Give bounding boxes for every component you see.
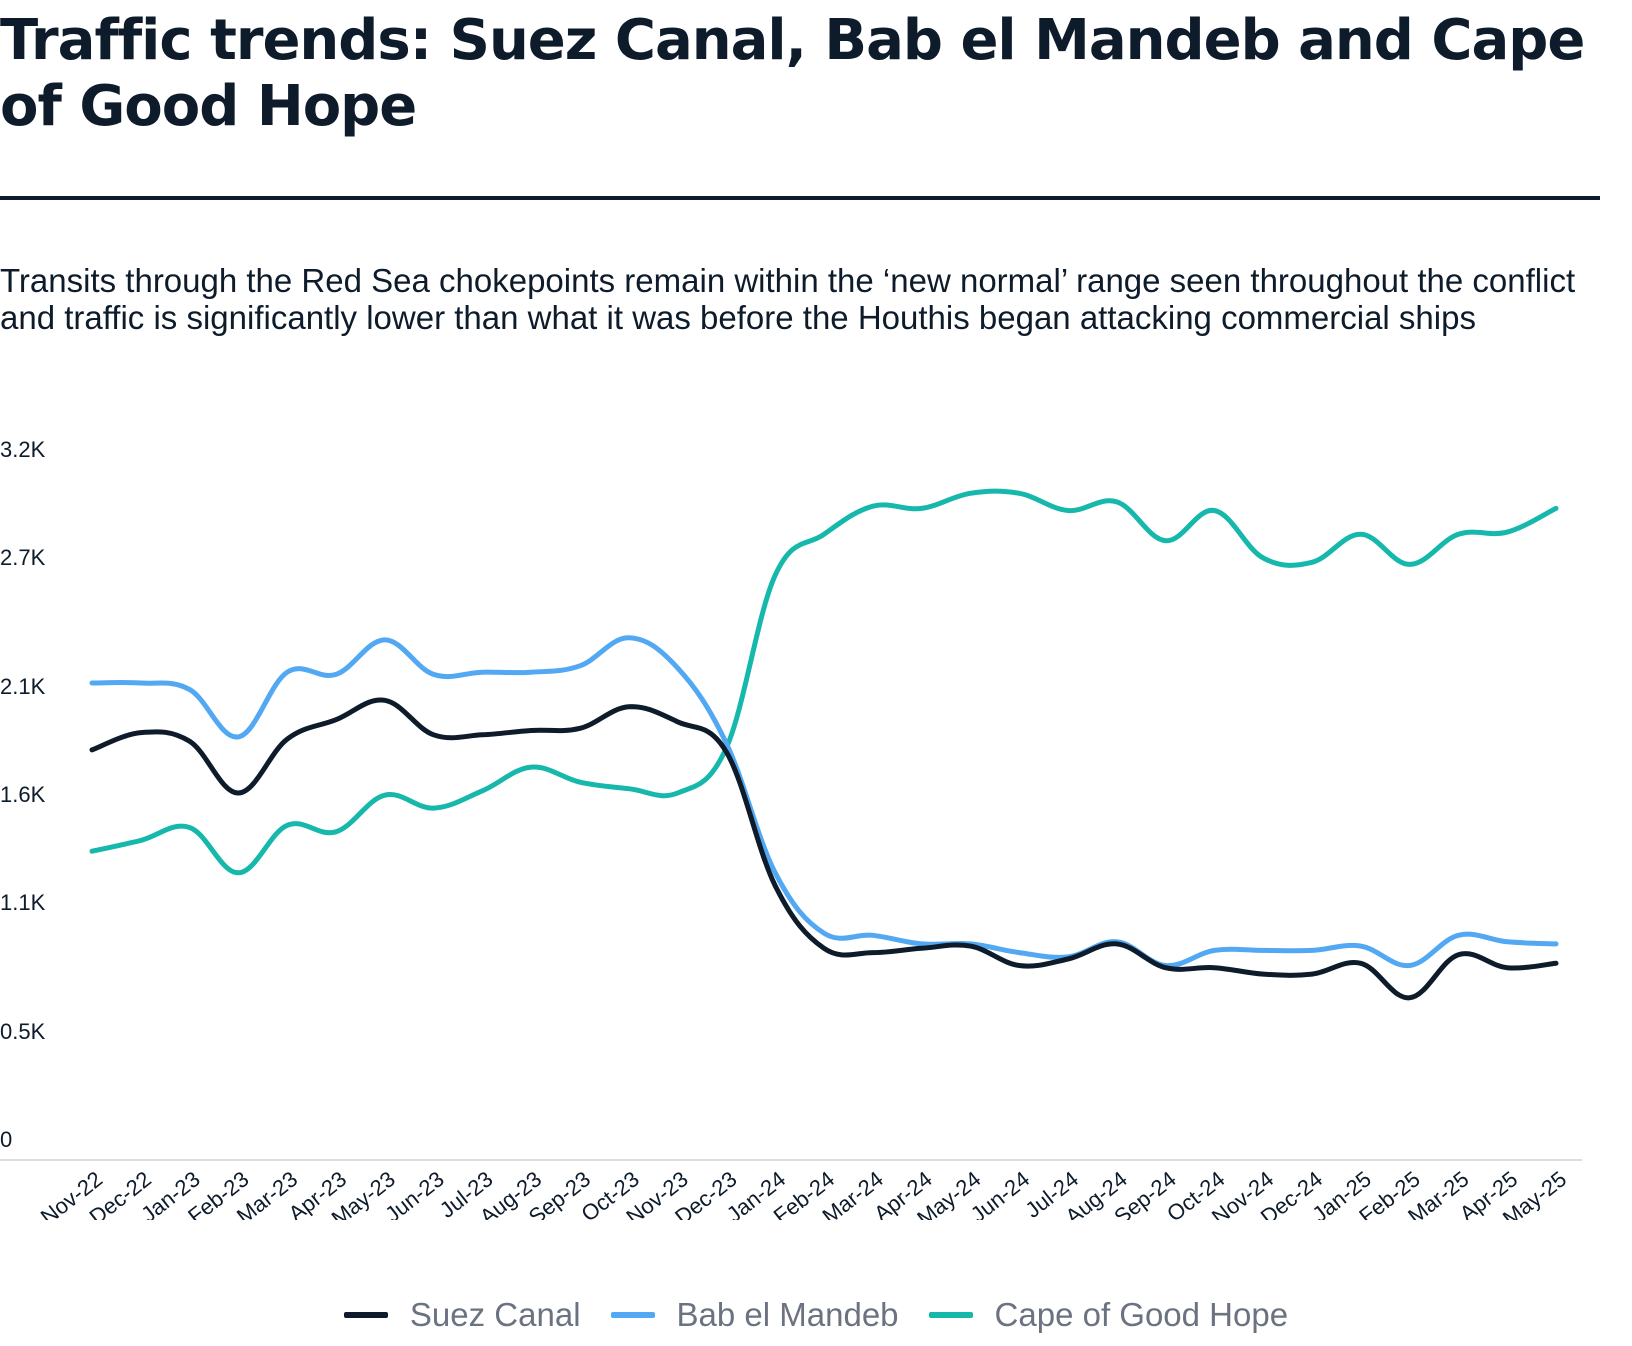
y-tick-label: 1.6K (0, 782, 46, 807)
series-line-cape-of-good-hope (89, 488, 1559, 876)
y-tick-label: 3.2K (0, 437, 46, 462)
y-tick-label: 0 (0, 1127, 12, 1152)
y-tick-label: 0.5K (0, 1019, 46, 1044)
legend-swatch (610, 1312, 655, 1318)
y-tick-label: 2.7K (0, 545, 46, 570)
legend-label: Cape of Good Hope (994, 1296, 1289, 1333)
legend-item-suez-canal: Suez Canal (343, 1296, 581, 1334)
legend-label: Suez Canal (409, 1296, 581, 1333)
y-tick-label: 2.1K (0, 674, 46, 699)
legend-item-cape-of-good-hope: Cape of Good Hope (928, 1296, 1289, 1334)
chart-legend: Suez Canal Bab el Mandeb Cape of Good Hope (0, 1290, 1632, 1340)
legend-swatch (928, 1312, 973, 1318)
line-chart: 00.5K1.1K1.6K2.1K2.7K3.2KNov-22Dec-22Jan… (0, 437, 1582, 1220)
series-line-suez-canal (89, 697, 1559, 1001)
legend-swatch (343, 1312, 388, 1318)
series-line-bab-el-mandeb (89, 635, 1559, 969)
chart-title: Traffic trends: Suez Canal, Bab el Mande… (0, 8, 1585, 139)
chart-subtitle: Transits through the Red Sea chokepoints… (0, 262, 1576, 336)
title-divider (0, 196, 1600, 200)
y-tick-label: 1.1K (0, 890, 46, 915)
legend-label: Bab el Mandeb (676, 1296, 899, 1333)
legend-item-bab-el-mandeb: Bab el Mandeb (610, 1296, 899, 1334)
